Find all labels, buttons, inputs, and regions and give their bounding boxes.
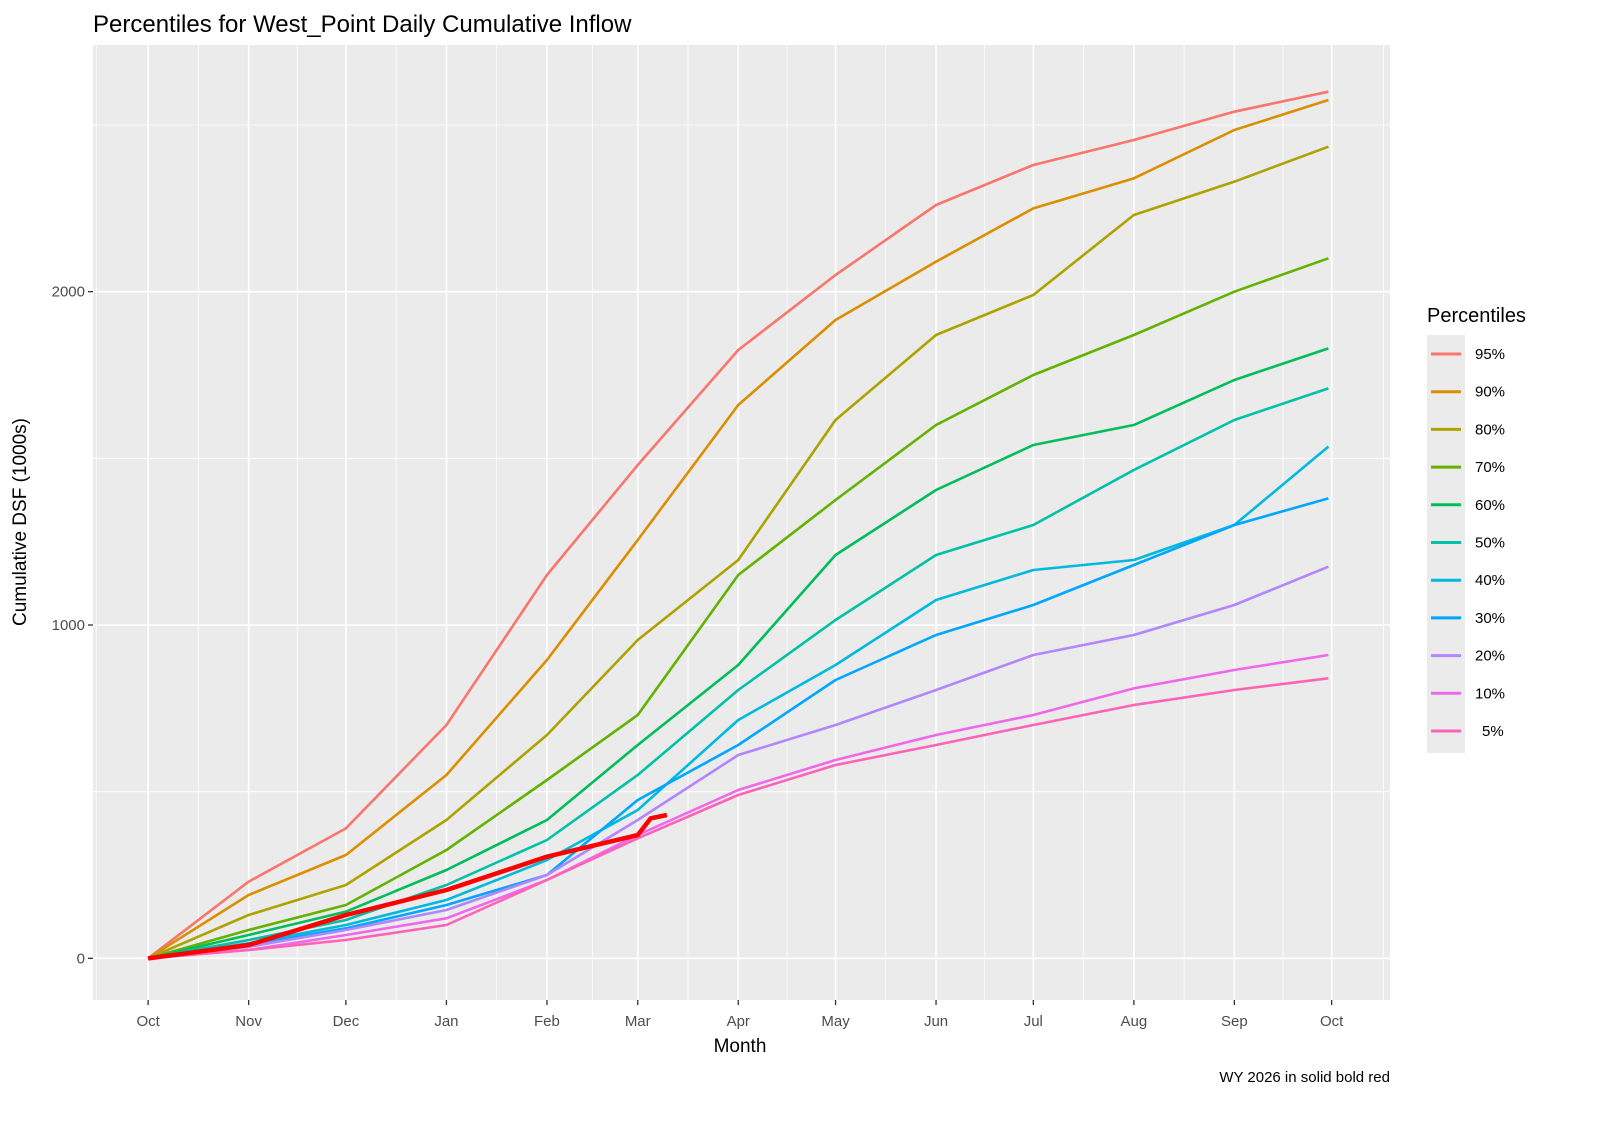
legend-label: 80% xyxy=(1475,421,1505,438)
caption: WY 2026 in solid bold red xyxy=(1219,1069,1390,1086)
x-tick-label: Apr xyxy=(727,1013,750,1030)
x-tick-label: May xyxy=(821,1013,850,1030)
legend-label: 60% xyxy=(1475,497,1505,514)
series-lines xyxy=(147,90,1330,961)
plot-panel xyxy=(93,45,1390,1000)
x-tick-label: Jun xyxy=(924,1013,948,1030)
x-tick-label: Oct xyxy=(1320,1013,1344,1030)
legend-label: 40% xyxy=(1475,572,1505,589)
series-line-5pct xyxy=(148,677,1329,960)
legend-title: Percentiles xyxy=(1427,305,1526,327)
series-line-95pct xyxy=(147,90,1329,960)
series-line-80pct xyxy=(147,145,1329,960)
legend-label: 30% xyxy=(1475,610,1505,627)
x-tick-label: Mar xyxy=(625,1013,651,1030)
gridlines xyxy=(93,45,1390,1000)
x-axis-label: Month xyxy=(714,1036,767,1057)
chart-title: Percentiles for West_Point Daily Cumulat… xyxy=(93,11,632,38)
x-tick-label: Nov xyxy=(235,1013,262,1030)
legend-label: 95% xyxy=(1475,346,1505,363)
legend: 95% 90% 80% 70% 60% 50% 40% 30% 20% 10% 5% xyxy=(1431,346,1505,740)
y-axis-label: Cumulative DSF (1000s) xyxy=(10,418,31,626)
series-line-30pct xyxy=(147,497,1329,960)
legend-label: 20% xyxy=(1475,648,1505,665)
legend-label: 10% xyxy=(1475,685,1505,702)
series-line-70pct xyxy=(147,257,1329,960)
x-tick-label: Dec xyxy=(333,1013,360,1030)
x-tick-label: Oct xyxy=(136,1013,160,1030)
x-tick-label: Feb xyxy=(534,1013,560,1030)
x-tick-label: Aug xyxy=(1120,1013,1147,1030)
legend-label: 70% xyxy=(1475,459,1505,476)
series-line-50pct xyxy=(147,387,1329,960)
x-tick-label: Sep xyxy=(1221,1013,1248,1030)
x-tick-label: Jan xyxy=(434,1013,458,1030)
legend-label: 50% xyxy=(1475,535,1505,552)
current-year-line xyxy=(147,812,668,961)
series-line-40pct xyxy=(147,445,1330,960)
series-line-60pct xyxy=(147,347,1329,960)
y-tick-label: 1000 xyxy=(52,617,85,634)
series-line-10pct xyxy=(148,653,1329,960)
series-line-90pct xyxy=(147,98,1329,960)
x-tick-label: Jul xyxy=(1024,1013,1043,1030)
legend-label: 90% xyxy=(1475,384,1505,401)
y-tick-label: 2000 xyxy=(52,284,85,301)
axes: Oct Nov Dec Jan Feb Mar Apr May Jun Jul Aug Sep Oct 0… xyxy=(52,284,1345,1030)
y-tick-label: 0 xyxy=(77,950,85,967)
legend-label: 5% xyxy=(1482,723,1504,740)
series-line-20pct xyxy=(147,565,1329,960)
